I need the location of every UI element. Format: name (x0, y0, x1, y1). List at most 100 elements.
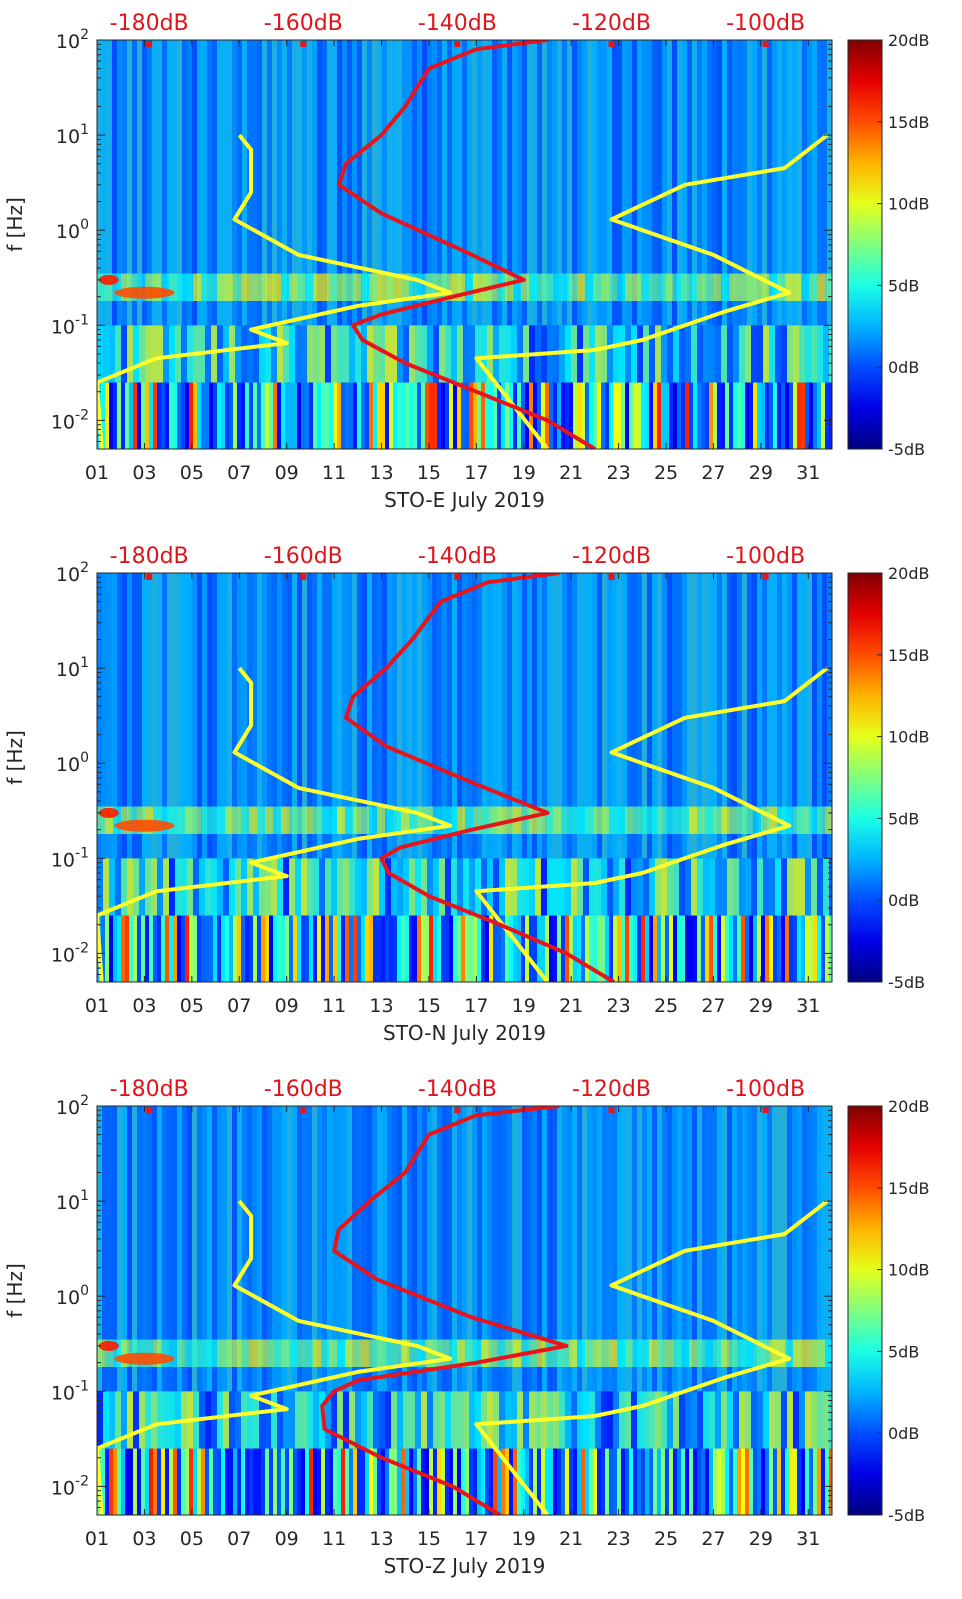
spectrogram-cell (217, 1391, 223, 1449)
spectrogram-cell (115, 325, 121, 383)
spectrogram-cell (317, 1106, 322, 1392)
spectrogram-cell (513, 273, 521, 302)
spectrogram-cell (201, 915, 205, 982)
spectrogram-cell (277, 858, 283, 916)
spectrogram-cell (169, 1391, 175, 1449)
spectrogram-cell (397, 915, 401, 982)
spectrogram-cell (482, 1106, 487, 1392)
spectrogram-cell (697, 806, 705, 835)
x-tick-label: 07 (227, 462, 251, 484)
spectrogram-cell (592, 573, 597, 859)
spectrogram-cell (357, 382, 361, 449)
spectrogram-cell (217, 573, 222, 859)
spectrogram-cell (253, 1391, 259, 1449)
spectrogram-cell (417, 806, 425, 835)
spectrogram-cell (337, 325, 343, 383)
spectrogram-cell (367, 858, 373, 916)
spectrogram-cell (233, 806, 241, 835)
spectrogram-cell (212, 40, 217, 326)
spectrogram-cell (449, 1448, 453, 1515)
spectrogram-cell (649, 1391, 655, 1449)
spectrogram-cell (417, 382, 421, 449)
spectrogram-cell (273, 915, 277, 982)
spectrogram-cell (347, 1106, 352, 1392)
spectrogram-cell (357, 915, 361, 982)
spectrogram-cell (451, 325, 457, 383)
spectrogram-cell (449, 915, 453, 982)
x-tick-label: 07 (227, 1528, 251, 1550)
spectrogram-cell (609, 1339, 617, 1368)
spectrogram-cell (385, 806, 393, 835)
spectrogram-cell (369, 273, 377, 302)
spectrogram-cell (641, 273, 649, 302)
spectrogram-cell (669, 915, 673, 982)
spectrogram-cell (372, 40, 377, 326)
spectrogram-cell (173, 382, 177, 449)
spectrogram-cell (703, 325, 709, 383)
spectrogram-cell (147, 573, 152, 859)
spectrogram-cell (265, 858, 271, 916)
spectrogram-cell (773, 915, 777, 982)
spectrogram-cell (331, 325, 337, 383)
spectrogram-cell (761, 806, 769, 835)
spectrogram-cell (463, 1391, 469, 1449)
spectrogram-cell (342, 40, 347, 326)
spectrogram-cell (402, 573, 407, 859)
spectrogram-cell (573, 915, 577, 982)
spectrogram-cell (365, 1448, 369, 1515)
spectrogram-cell (197, 915, 201, 982)
spectrogram-cell (161, 1448, 165, 1515)
spectrogram-cell (745, 806, 753, 835)
spectrogram-cell (601, 273, 609, 302)
spectrogram-cell (787, 573, 792, 859)
spectrogram-cell (253, 325, 259, 383)
spectrogram-cell (181, 915, 185, 982)
spectrogram-cell (122, 1106, 127, 1392)
spectrogram-cell (309, 1448, 313, 1515)
spectrogram-cell (185, 1339, 193, 1368)
spectrogram-cell (252, 573, 257, 859)
colorbar-label: 15dB (888, 113, 930, 132)
spectrogram-cell (522, 573, 527, 859)
spectrogram-cell (325, 915, 329, 982)
spectrogram-cell (379, 325, 385, 383)
spectrogram-cell (407, 573, 412, 859)
spectrogram-cell (542, 40, 547, 326)
spectrogram-cell (643, 325, 649, 383)
spectrogram-cell (741, 382, 745, 449)
spectrogram-cell (125, 915, 129, 982)
spectrogram-cell (481, 1391, 487, 1449)
spectrogram-cell (757, 325, 763, 383)
spectrogram-cell (101, 915, 105, 982)
spectrogram-cell (712, 573, 717, 859)
spectrogram-cell (337, 915, 341, 982)
spectrogram-cell (625, 382, 629, 449)
spectrogram-cell (537, 1106, 542, 1392)
spectrogram-cell (825, 915, 829, 982)
spectrogram-cell (305, 382, 309, 449)
spectrogram-cell (717, 573, 722, 859)
spectrogram-cell (189, 915, 193, 982)
spectrogram-cell (265, 806, 273, 835)
spectrogram-cell (301, 1391, 307, 1449)
spectrogram-cell (541, 915, 545, 982)
spectrogram-cell (107, 40, 112, 326)
spectrogram-cell (647, 573, 652, 859)
colorbar (847, 572, 883, 983)
spectrogram-cell (713, 806, 721, 835)
y-tick-label: 101 (56, 122, 89, 148)
spectrogram-cell (245, 1448, 249, 1515)
spectrogram-cell (665, 1448, 669, 1515)
spectrogram-cell (185, 1448, 189, 1515)
spectrogram-cell (362, 1106, 367, 1392)
spectrogram-cell (401, 915, 405, 982)
spectrogram-cell (763, 325, 769, 383)
spectrogram-cell (751, 858, 757, 916)
spectrogram-cell (802, 573, 807, 859)
spectrogram-cell (792, 1106, 797, 1392)
spectrogram-cell (641, 1339, 649, 1368)
spectrogram-cell (427, 40, 432, 326)
spectrogram-cell (533, 915, 537, 982)
spectrogram-cell (122, 40, 127, 326)
spectrogram-cell (553, 273, 561, 302)
